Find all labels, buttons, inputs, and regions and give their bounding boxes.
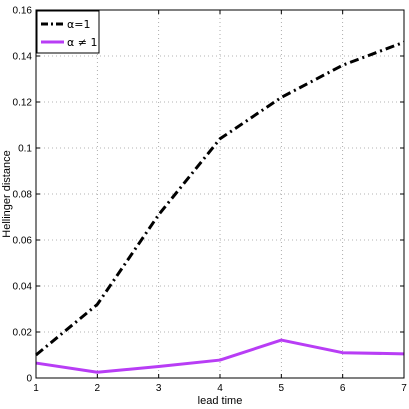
x-tick-label: 2 [95,383,101,394]
y-tick-label: 0.12 [13,98,33,109]
y-tick-label: 0.04 [13,282,33,293]
y-tick-label: 0.14 [13,52,33,63]
series-line-0 [35,40,405,357]
grid-lines [36,10,404,378]
x-tick-label: 5 [279,383,285,394]
y-axis-label: Hellinger distance [1,150,13,237]
x-tick-label: 3 [156,383,162,394]
y-tick-label: 0.16 [13,6,33,17]
legend-label-alpha-1: α=1 [67,18,90,31]
x-tick-label: 7 [401,383,407,394]
x-tick-label: 4 [217,383,223,394]
y-tick-label: 0.02 [13,328,33,339]
x-axis-label: lead time [198,395,243,407]
legend-box [36,10,100,54]
x-tick-label: 6 [340,383,346,394]
y-tick-label: 0 [26,374,32,385]
y-tick-label: 0.06 [13,236,33,247]
series-line-1 [35,338,405,374]
x-tick-label: 1 [33,383,39,394]
y-tick-label: 0.08 [13,190,33,201]
legend: α=1 α ≠ 1 [36,10,100,54]
y-tick-label: 0.1 [18,144,32,155]
legend-label-alpha-not-1: α ≠ 1 [67,36,97,49]
series-lines [35,40,405,374]
y-axis-ticks: 0 0.02 0.04 0.06 0.08 0.1 0.12 0.14 0.16 [13,6,404,385]
